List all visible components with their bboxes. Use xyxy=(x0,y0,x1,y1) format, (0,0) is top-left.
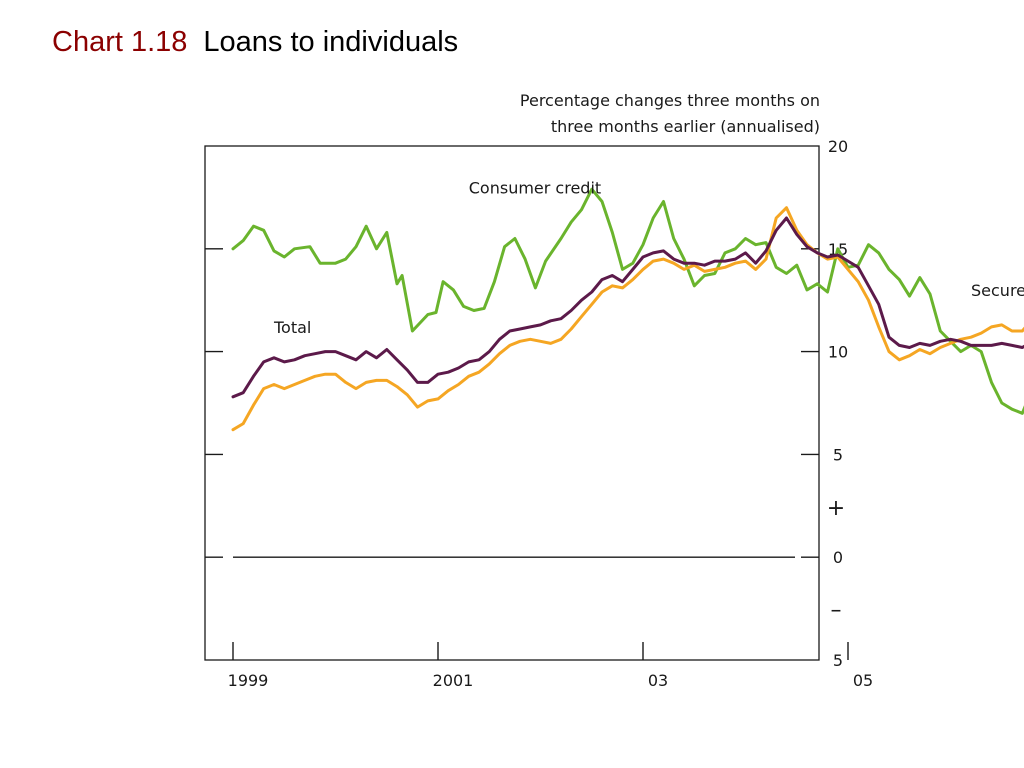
chart-title-text: Loans to individuals xyxy=(203,26,459,58)
x-tick-label: 03 xyxy=(648,671,668,690)
series-line-total xyxy=(231,216,1024,399)
series-label-consumer-credit: Consumer credit xyxy=(469,178,601,197)
y-tick-label: 5 xyxy=(833,651,843,670)
y-tick-label: 10 xyxy=(828,343,848,362)
series-lines xyxy=(231,187,1024,432)
plot-frame xyxy=(204,145,820,661)
units-line-2: three months earlier (annualised) xyxy=(551,117,820,136)
chart-title: Chart 1.18 Loans to individuals xyxy=(52,26,458,59)
series-labels: Consumer credit Secured on dwellings Total xyxy=(273,178,1024,337)
series-line-consumer-credit xyxy=(231,187,1024,415)
series-label-total: Total xyxy=(273,318,311,337)
series-label-secured-on-dwellings: Secured on dwellings xyxy=(971,281,1024,300)
x-tick-label: 05 xyxy=(853,671,873,690)
chart-number: Chart 1.18 xyxy=(52,26,188,58)
y-tick-label: 0 xyxy=(833,548,843,567)
y-tick-label: 20 xyxy=(828,137,848,156)
plus-sign: + xyxy=(827,496,845,521)
series-line-secured-on-dwellings xyxy=(231,206,1024,432)
minus-sign: – xyxy=(831,598,842,623)
x-tick-label: 1999 xyxy=(228,671,269,690)
y-tick-label: 5 xyxy=(833,445,843,464)
axes: 2015105051999200103050709 xyxy=(205,137,873,690)
x-tick-label: 2001 xyxy=(433,671,474,690)
units-line-1: Percentage changes three months on xyxy=(520,91,820,110)
